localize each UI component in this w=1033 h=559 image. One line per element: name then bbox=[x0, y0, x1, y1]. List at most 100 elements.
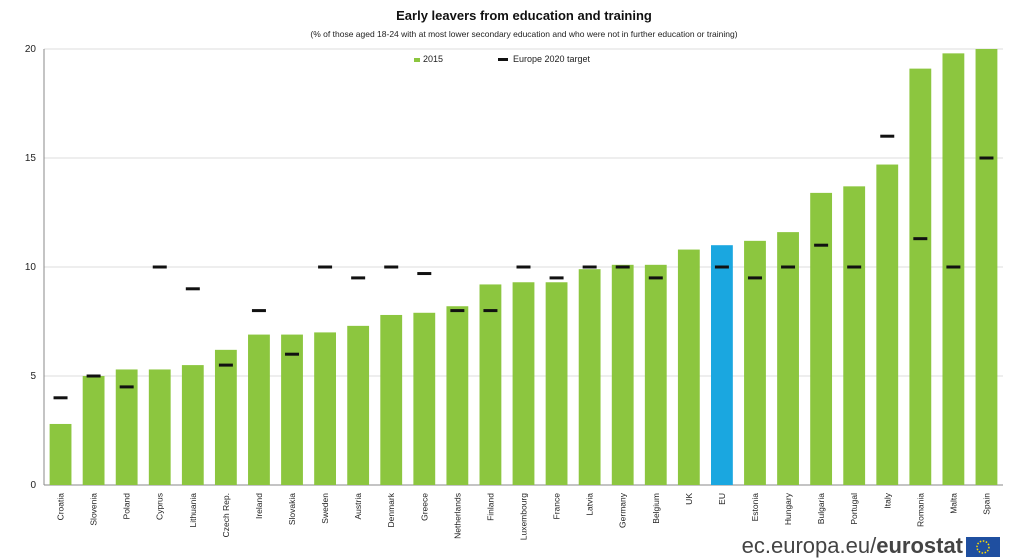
target-marker-spain bbox=[979, 156, 994, 160]
target-marker-ireland bbox=[251, 309, 266, 313]
x-tick-label: Lithuania bbox=[188, 493, 198, 528]
target-marker-slovenia bbox=[86, 374, 101, 378]
y-tick-label: 10 bbox=[25, 262, 37, 273]
bar-lithuania bbox=[181, 365, 204, 485]
bar-italy bbox=[876, 164, 899, 486]
target-marker-finland bbox=[483, 309, 498, 313]
bar-poland bbox=[115, 369, 138, 485]
y-tick-label: 0 bbox=[30, 480, 36, 491]
legend-swatch-target bbox=[498, 58, 508, 61]
x-tick-label: Spain bbox=[981, 493, 991, 515]
footer-brand: eurostat bbox=[876, 533, 963, 558]
target-marker-lithuania bbox=[185, 287, 200, 291]
x-tick-label: Belgium bbox=[651, 493, 661, 524]
x-tick-label: Luxembourg bbox=[519, 493, 529, 541]
x-tick-label: EU bbox=[717, 493, 727, 505]
chart-subtitle: (% of those aged 18-24 with at most lowe… bbox=[310, 29, 737, 39]
bar-hungary bbox=[777, 232, 799, 485]
bar-bulgaria bbox=[810, 192, 833, 485]
target-marker-malta bbox=[946, 265, 961, 269]
target-marker-denmark bbox=[384, 265, 399, 269]
x-tick-label: Finland bbox=[485, 493, 495, 521]
x-tick-label: Bulgaria bbox=[816, 493, 826, 524]
target-marker-bulgaria bbox=[814, 243, 829, 247]
x-tick-label: Latvia bbox=[585, 493, 595, 516]
target-marker-luxembourg bbox=[516, 265, 531, 269]
target-marker-belgium bbox=[648, 276, 663, 280]
bar-romania bbox=[909, 68, 932, 486]
x-tick-label: Austria bbox=[353, 493, 363, 520]
legend-label-2015: 2015 bbox=[423, 54, 443, 64]
target-marker-france bbox=[549, 276, 564, 280]
x-tick-label: Cyprus bbox=[155, 493, 165, 520]
target-marker-croatia bbox=[53, 396, 68, 400]
target-marker-slovakia bbox=[285, 352, 300, 356]
y-tick-label: 15 bbox=[25, 153, 37, 164]
x-tick-label: Italy bbox=[882, 492, 892, 508]
eu-flag-stars bbox=[976, 540, 990, 554]
footer-site: ec.europa.eu/ bbox=[742, 533, 877, 558]
y-tick-label: 20 bbox=[25, 44, 37, 55]
bar-ireland bbox=[248, 334, 270, 485]
eu-flag-background bbox=[966, 537, 1000, 557]
bar-slovakia bbox=[281, 334, 303, 485]
x-tick-label: Romania bbox=[915, 493, 925, 527]
bar-netherlands bbox=[446, 306, 469, 485]
x-tick-label: Czech Rep. bbox=[221, 493, 231, 537]
target-marker-germany bbox=[615, 265, 630, 269]
x-tick-label: Netherlands bbox=[452, 493, 462, 539]
footer-text: ec.europa.eu/eurostat bbox=[742, 533, 964, 558]
footer: ec.europa.eu/eurostat bbox=[742, 533, 1000, 558]
bar-austria bbox=[347, 325, 370, 485]
target-marker-greece bbox=[417, 272, 432, 276]
target-marker-estonia bbox=[747, 276, 762, 280]
target-marker-portugal bbox=[847, 265, 862, 269]
x-tick-label: Denmark bbox=[386, 492, 396, 527]
x-tick-label: Germany bbox=[618, 492, 628, 528]
x-tick-label: Croatia bbox=[56, 493, 66, 521]
target-marker-hungary bbox=[781, 265, 796, 269]
bar-spain bbox=[975, 49, 998, 485]
bar-denmark bbox=[380, 314, 403, 485]
bar-estonia bbox=[744, 240, 766, 485]
bar-latvia bbox=[578, 269, 601, 485]
bar-slovenia bbox=[82, 376, 105, 485]
y-tick-label: 5 bbox=[30, 371, 36, 382]
target-marker-czech-rep- bbox=[218, 363, 233, 367]
x-tick-label: UK bbox=[684, 493, 694, 505]
target-marker-austria bbox=[351, 276, 366, 280]
bar-czech-rep- bbox=[214, 349, 237, 485]
target-markers bbox=[53, 134, 994, 400]
bar-uk bbox=[677, 249, 700, 485]
x-tick-label: Slovakia bbox=[287, 493, 297, 525]
target-marker-latvia bbox=[582, 265, 597, 269]
target-marker-netherlands bbox=[450, 309, 465, 313]
bar-portugal bbox=[843, 186, 866, 485]
bar-sweden bbox=[314, 332, 336, 485]
bar-greece bbox=[413, 312, 436, 485]
bar-croatia bbox=[49, 423, 72, 485]
x-tick-label: Poland bbox=[122, 493, 132, 520]
bar-finland bbox=[479, 284, 502, 485]
legend-label-target: Europe 2020 target bbox=[513, 54, 591, 64]
x-tick-label: Estonia bbox=[750, 493, 760, 522]
x-tick-label: Hungary bbox=[783, 492, 793, 525]
bar-belgium bbox=[644, 264, 667, 485]
x-tick-label: Portugal bbox=[849, 493, 859, 525]
target-marker-poland bbox=[119, 385, 134, 389]
x-tick-label: Greece bbox=[419, 493, 429, 521]
x-tick-label: Slovenia bbox=[89, 493, 99, 526]
x-tick-label: France bbox=[552, 493, 562, 520]
legend: 2015 Europe 2020 target bbox=[414, 54, 591, 64]
target-marker-cyprus bbox=[152, 265, 167, 269]
target-marker-romania bbox=[913, 237, 928, 241]
target-marker-italy bbox=[880, 134, 895, 138]
target-marker-eu bbox=[714, 265, 729, 269]
x-tick-label: Sweden bbox=[320, 493, 330, 524]
x-tick-label: Malta bbox=[948, 493, 958, 514]
bar-france bbox=[545, 282, 568, 485]
bar-eu bbox=[711, 245, 733, 485]
chart-title: Early leavers from education and trainin… bbox=[396, 8, 652, 23]
legend-swatch-2015 bbox=[414, 58, 420, 62]
